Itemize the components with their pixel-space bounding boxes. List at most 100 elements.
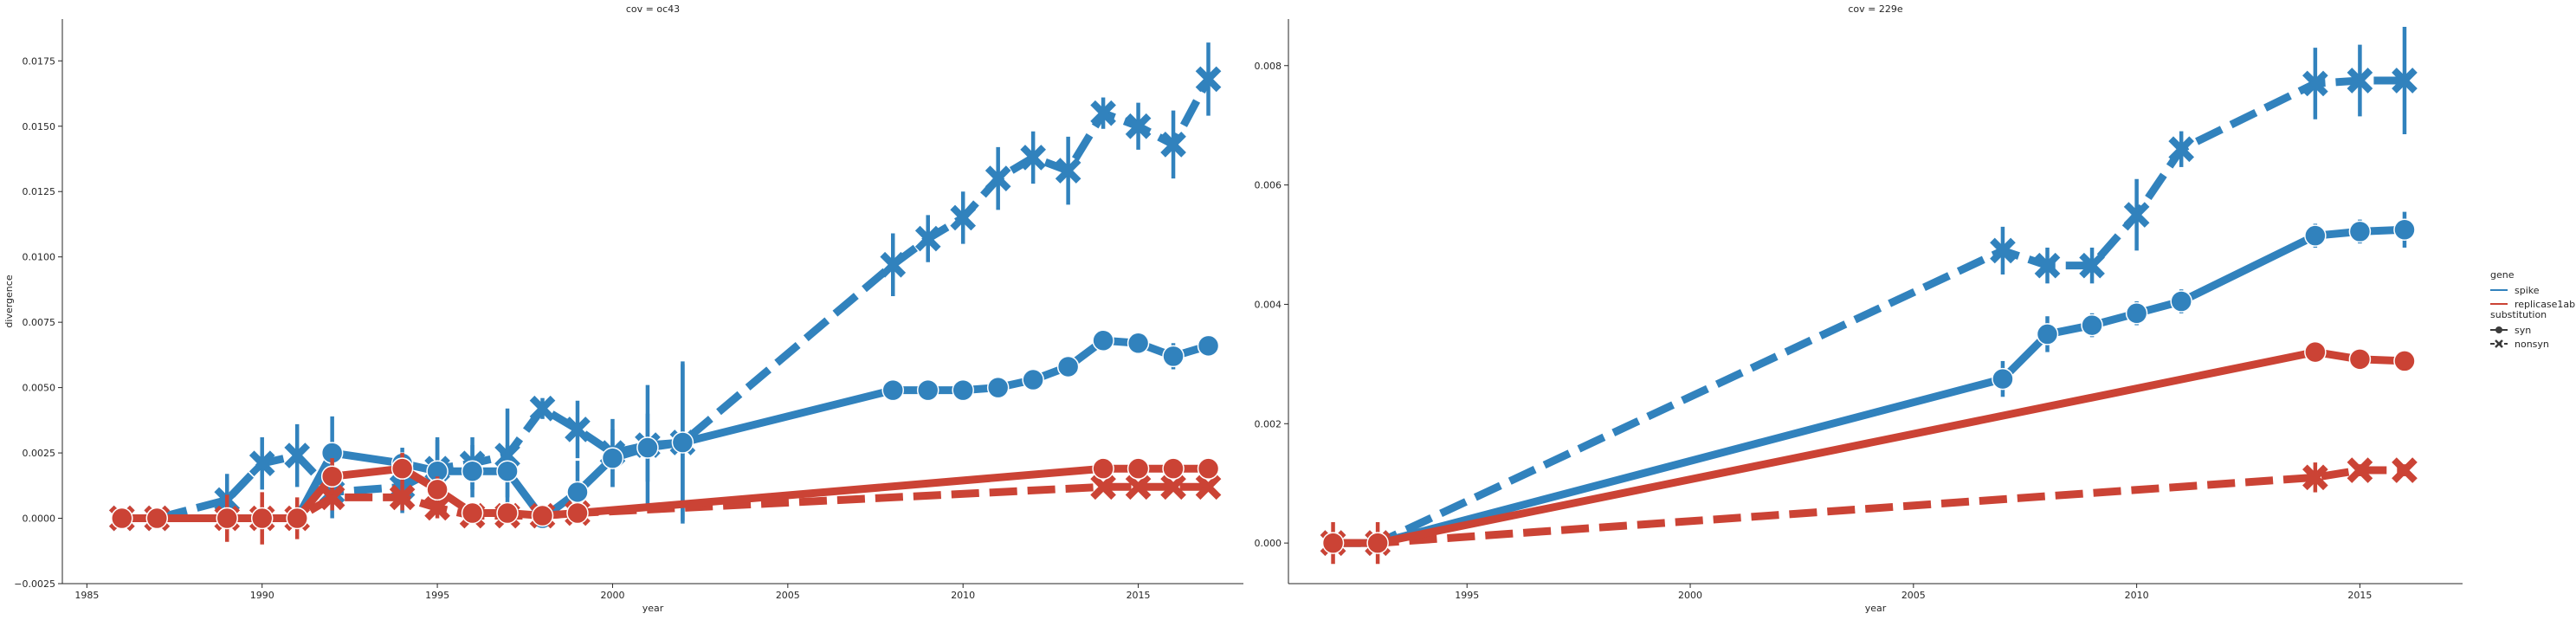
point-spike-syn (461, 460, 484, 482)
point-spike-nonsyn (1090, 100, 1116, 126)
point-replicase1ab-syn (391, 457, 414, 480)
legend-marker-nonsyn (2495, 339, 2503, 348)
legend-title-gene: gene (2490, 269, 2515, 281)
y-tick-label: 0.0025 (23, 448, 56, 459)
point-spike-syn (1056, 355, 1080, 378)
point-spike-syn (1022, 368, 1044, 391)
y-tick-label: 0.0150 (23, 121, 56, 132)
point-replicase1ab-syn (531, 504, 554, 527)
x-tick-label: 2005 (776, 590, 800, 601)
point-replicase1ab-syn (111, 507, 133, 530)
point-spike-nonsyn (880, 251, 907, 278)
point-replicase1ab-nonsyn (424, 494, 450, 521)
point-spike-syn (881, 378, 905, 402)
point-spike-nonsyn (529, 395, 556, 422)
point-replicase1ab-syn (461, 501, 484, 525)
y-tick-label: 0.002 (1255, 418, 1282, 429)
x-tick-label: 1985 (74, 590, 99, 601)
point-spike-syn (2393, 218, 2416, 242)
y-tick-label: 0.006 (1255, 180, 1282, 191)
series-spike-syn (1321, 211, 2416, 554)
point-replicase1ab-syn (2393, 350, 2416, 372)
line-spike-nonsyn (121, 77, 1212, 522)
panel-oc43: 1985 1990 1995 2000 2005 2010 2015 −0.0025 0.000… (3, 3, 1243, 614)
point-spike-nonsyn (565, 417, 591, 442)
point-replicase1ab-nonsyn (2302, 464, 2328, 491)
series-spike-nonsyn (1320, 26, 2418, 556)
point-spike-syn (1162, 345, 1185, 368)
point-spike-syn (1992, 367, 2014, 391)
x-tick-label: 2010 (2125, 590, 2149, 601)
point-spike-syn (2304, 224, 2327, 247)
line-replicase1ab-syn (121, 464, 1209, 522)
point-replicase1ab-nonsyn (1160, 474, 1186, 501)
point-spike-syn (952, 378, 974, 402)
point-spike-syn (601, 447, 624, 469)
point-spike-nonsyn (2347, 68, 2373, 94)
line-spike-syn (1333, 225, 2405, 547)
point-replicase1ab-syn (1197, 457, 1220, 480)
point-replicase1ab-syn (2348, 348, 2372, 371)
y-tick-label: 0.008 (1255, 61, 1282, 72)
point-replicase1ab-syn (320, 465, 344, 488)
x-tick-label: 2000 (600, 590, 624, 601)
point-spike-syn (986, 376, 1010, 399)
point-replicase1ab-syn (1162, 457, 1185, 480)
y-tick-label: 0.0075 (23, 317, 56, 328)
x-axis-label: year (642, 603, 664, 614)
panel-title: cov = oc43 (626, 3, 680, 15)
series-replicase1ab-syn (1321, 340, 2416, 565)
point-spike-nonsyn (1160, 132, 1186, 158)
y-tick-label: 0.004 (1255, 299, 1282, 310)
x-tick-label: 2000 (1678, 590, 1702, 601)
point-spike-syn (636, 436, 659, 459)
point-replicase1ab-syn (426, 478, 449, 501)
point-spike-syn (2170, 290, 2192, 313)
x-tick-label: 1995 (425, 590, 449, 601)
point-replicase1ab-syn (2304, 340, 2327, 364)
point-spike-nonsyn (2079, 252, 2105, 279)
legend-label-nonsyn: nonsyn (2515, 339, 2549, 350)
point-replicase1ab-syn (1321, 532, 1345, 554)
point-spike-nonsyn (2123, 202, 2150, 228)
point-spike-nonsyn (2392, 68, 2418, 94)
legend-label-spike: spike (2515, 285, 2540, 296)
panel-title: cov = 229e (1848, 3, 1902, 15)
point-spike-syn (1092, 329, 1114, 352)
point-spike-nonsyn (1020, 145, 1046, 171)
line-replicase1ab-nonsyn (1333, 466, 2405, 547)
point-spike-syn (1127, 332, 1150, 355)
point-replicase1ab-nonsyn (2392, 457, 2418, 483)
point-replicase1ab-syn (145, 507, 169, 530)
series-replicase1ab-nonsyn (1320, 457, 2418, 556)
legend: gene spike replicase1ab substitution syn… (2490, 269, 2575, 350)
point-replicase1ab-nonsyn (389, 484, 416, 511)
point-spike-syn (496, 460, 519, 482)
point-spike-nonsyn (985, 165, 1011, 191)
series-replicase1ab-syn (111, 453, 1220, 545)
point-spike-nonsyn (950, 204, 977, 231)
y-tick-label: 0.0100 (23, 252, 56, 263)
legend-title-substitution: substitution (2490, 309, 2547, 320)
point-replicase1ab-nonsyn (1125, 474, 1152, 501)
point-spike-nonsyn (2168, 136, 2195, 163)
point-spike-nonsyn (284, 442, 311, 468)
point-spike-syn (2081, 313, 2103, 337)
point-spike-syn (2125, 302, 2148, 325)
panel-229e: 1995 2000 2005 2010 2015 0.000 0.002 0.004 0.006… (1255, 3, 2463, 614)
y-tick-label: 0.0000 (23, 513, 56, 525)
x-tick-label: 2015 (2347, 590, 2372, 601)
x-tick-label: 2015 (1127, 590, 1151, 601)
point-replicase1ab-syn (566, 501, 589, 525)
point-spike-nonsyn (2302, 70, 2328, 97)
point-spike-nonsyn (1990, 237, 2016, 264)
y-tick-label: −0.0025 (14, 578, 55, 590)
series-spike-syn (111, 329, 1220, 530)
point-replicase1ab-syn (496, 501, 519, 525)
x-axis-label: year (1865, 603, 1887, 614)
y-tick-label: 0.0125 (23, 186, 56, 197)
point-replicase1ab-syn (1366, 532, 1389, 554)
point-spike-nonsyn (1055, 158, 1081, 184)
